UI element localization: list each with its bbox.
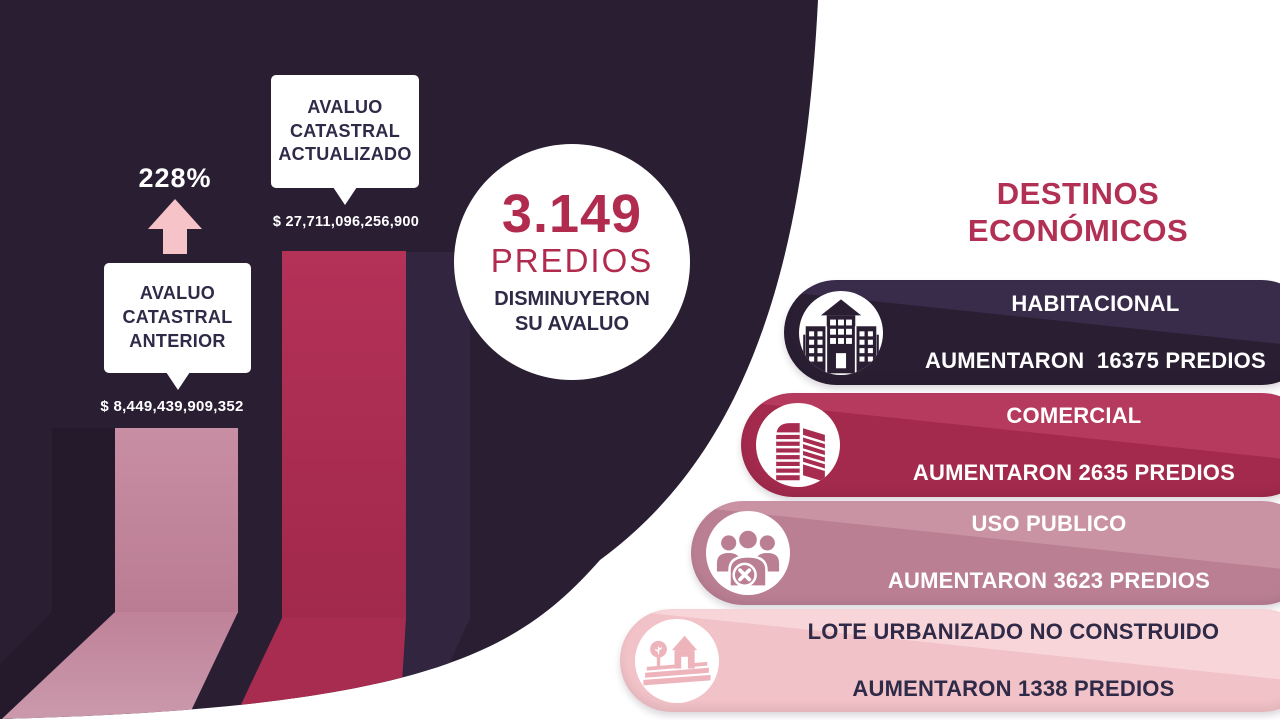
destino-title: USO PUBLICO bbox=[971, 511, 1127, 537]
predios-caption-line-2: SU AVALUO bbox=[514, 312, 630, 335]
callout-line: AVALUO bbox=[307, 96, 383, 117]
destino-title: LOTE URBANIZADO NO CONSTRUIDO bbox=[807, 618, 1220, 644]
predios-unit: PREDIOS bbox=[490, 242, 654, 280]
destino-subtitle: AUMENTARON 1338 PREDIOS bbox=[852, 675, 1175, 701]
farm-lot-icon bbox=[635, 618, 719, 703]
destino-subtitle: AUMENTARON 3623 PREDIOS bbox=[887, 568, 1210, 594]
destino-card-comercial: COMERCIAL AUMENTARON 2635 PREDIOS bbox=[741, 393, 1280, 497]
office-towers-icon bbox=[756, 403, 840, 487]
callout-line: ANTERIOR bbox=[129, 330, 226, 351]
callout-avaluo-actualizado: AVALUO CATASTRAL ACTUALIZADO bbox=[271, 75, 419, 188]
destino-card-habitacional: HABITACIONAL AUMENTARON 16375 PREDIOS bbox=[784, 280, 1280, 385]
bar-actualizado-shadow-strip bbox=[352, 252, 470, 719]
bar-anterior-base bbox=[0, 612, 238, 719]
destinos-economicos-title: DESTINOS ECONÓMICOS bbox=[928, 176, 1228, 249]
bar-actualizado-column bbox=[282, 251, 406, 619]
title-line: ECONÓMICOS bbox=[967, 212, 1189, 248]
growth-up-arrow-icon bbox=[148, 199, 202, 254]
value-avaluo-anterior: $ 8,449,439,909,352 bbox=[100, 398, 244, 415]
growth-percent-label: 228% bbox=[138, 163, 212, 193]
destino-title: COMERCIAL bbox=[1006, 403, 1142, 429]
callout-line: ACTUALIZADO bbox=[278, 144, 412, 165]
bar-anterior-shadow-strip bbox=[0, 428, 115, 719]
destino-title: HABITACIONAL bbox=[1011, 290, 1180, 316]
buildings-icon bbox=[799, 290, 883, 375]
predios-caption-line-1: DISMINUYERON bbox=[494, 287, 650, 310]
callout-avaluo-anterior: AVALUO CATASTRAL ANTERIOR bbox=[104, 263, 251, 373]
destino-subtitle: AUMENTARON 16375 PREDIOS bbox=[925, 347, 1266, 373]
bar-anterior-column bbox=[115, 428, 238, 613]
highlight-circle: 3.149 PREDIOS DISMINUYERON SU AVALUO bbox=[454, 144, 690, 380]
predios-count: 3.149 bbox=[501, 184, 643, 245]
destino-card-lote-urbanizado: LOTE URBANIZADO NO CONSTRUIDO AUMENTARON… bbox=[620, 609, 1280, 712]
title-line: DESTINOS bbox=[996, 176, 1160, 211]
callout-line: CATASTRAL bbox=[122, 307, 233, 328]
people-group-icon bbox=[706, 511, 790, 595]
callout-line: AVALUO bbox=[139, 283, 216, 304]
destino-subtitle: AUMENTARON 2635 PREDIOS bbox=[912, 460, 1235, 486]
destino-card-uso-publico: USO PUBLICO AUMENTARON 3623 PREDIOS bbox=[691, 501, 1280, 605]
value-avaluo-actualizado: $ 27,711,096,256,900 bbox=[272, 214, 420, 230]
callout-line: CATASTRAL bbox=[289, 120, 400, 141]
